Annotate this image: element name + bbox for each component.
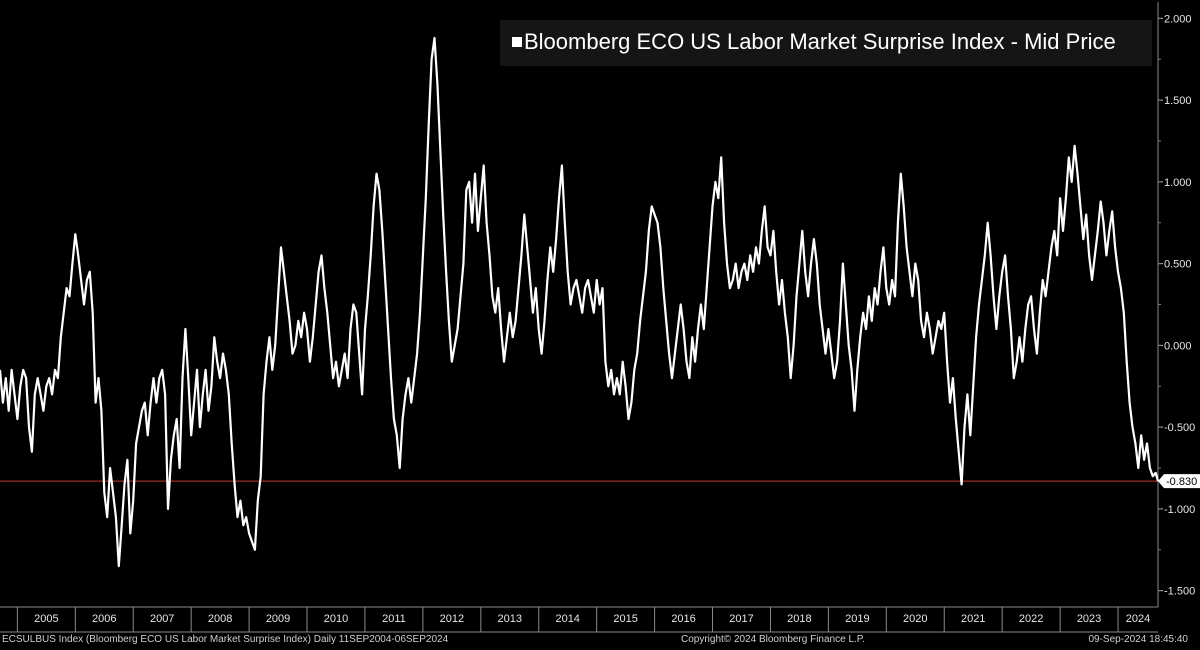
x-tick-label: 2016 xyxy=(671,613,695,625)
footer-source: ECSULBUS Index (Bloomberg ECO US Labor M… xyxy=(2,634,449,645)
y-tick-label: 1.500 xyxy=(1164,95,1192,107)
y-tick-label: 2.000 xyxy=(1164,13,1192,25)
y-axis: 2.000 1.500 1.000 0.500 0.000 -0.500 -1.000 -1.… xyxy=(1158,13,1195,598)
last-value-group: -0.830 xyxy=(1158,474,1200,489)
x-tick-label: 2018 xyxy=(787,613,811,625)
x-tick-label: 2006 xyxy=(92,613,116,625)
x-tick-label: 2008 xyxy=(208,613,232,625)
x-tick-label: 2010 xyxy=(324,613,348,625)
x-tick-label: 2009 xyxy=(266,613,290,625)
x-tick-label: 2015 xyxy=(613,613,637,625)
x-tick-label: 2011 xyxy=(382,613,406,625)
y-tick-label: 0.500 xyxy=(1164,259,1192,271)
legend: Bloomberg ECO US Labor Market Surprise I… xyxy=(500,20,1152,66)
x-axis: 2005 2006 2007 2008 2009 2010 2011 2012 2013 2014… xyxy=(16,607,1150,632)
x-tick-label: 2023 xyxy=(1077,613,1101,625)
last-value-badge xyxy=(1158,474,1200,489)
x-tick-label: 2007 xyxy=(150,613,174,625)
footer-timestamp: 09-Sep-2024 18:45:40 xyxy=(1088,634,1188,645)
y-tick-label: -1.000 xyxy=(1164,504,1195,516)
y-tick-label: -1.500 xyxy=(1164,586,1195,598)
legend-swatch xyxy=(512,37,522,47)
x-tick-label: 2022 xyxy=(1019,613,1043,625)
footer-copyright: Copyright© 2024 Bloomberg Finance L.P. xyxy=(681,634,865,645)
series-line xyxy=(0,36,1160,568)
x-tick-label: 2020 xyxy=(903,613,927,625)
x-tick-label: 2021 xyxy=(961,613,985,625)
legend-label: Bloomberg ECO US Labor Market Surprise I… xyxy=(524,29,1116,54)
x-tick-label: 2005 xyxy=(34,613,58,625)
y-tick-label: -0.500 xyxy=(1164,422,1195,434)
x-tick-label: 2019 xyxy=(845,613,869,625)
x-tick-label: 2012 xyxy=(440,613,464,625)
x-tick-label: 2013 xyxy=(498,613,522,625)
y-tick-label: 0.000 xyxy=(1164,340,1192,352)
y-tick-label: 1.000 xyxy=(1164,177,1192,189)
series-group xyxy=(0,36,1160,568)
plot-frame xyxy=(0,2,1159,633)
x-tick-label: 2024 xyxy=(1126,613,1150,625)
x-tick-label: 2014 xyxy=(555,613,579,625)
last-value-label: -0.830 xyxy=(1166,476,1197,488)
x-tick-label: 2017 xyxy=(729,613,753,625)
